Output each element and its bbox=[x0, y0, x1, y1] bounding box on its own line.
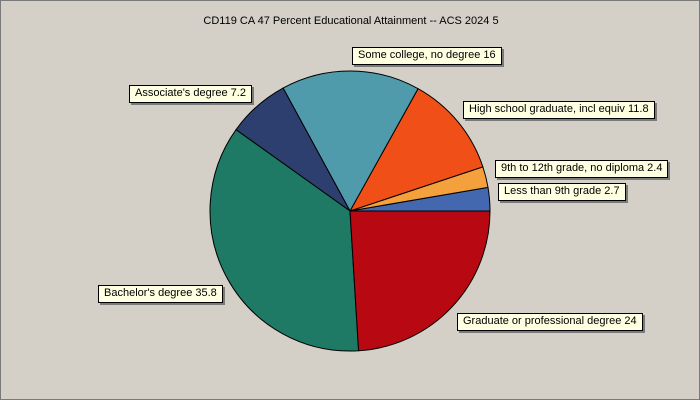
slice-label: Bachelor's degree 35.8 bbox=[98, 285, 223, 303]
slice-label: High school graduate, incl equiv 11.8 bbox=[463, 101, 655, 119]
slice-label: Associate's degree 7.2 bbox=[129, 85, 252, 103]
slice-label: Some college, no degree 16 bbox=[352, 47, 502, 65]
slice-label: Graduate or professional degree 24 bbox=[457, 313, 643, 331]
slice-label: Less than 9th grade 2.7 bbox=[498, 183, 626, 201]
pie-slice bbox=[209, 129, 360, 352]
pie-slice bbox=[348, 87, 484, 212]
pie-slice bbox=[282, 70, 419, 213]
chart-title: CD119 CA 47 Percent Educational Attainme… bbox=[203, 15, 499, 27]
pie-slice bbox=[349, 210, 491, 352]
slice-label: 9th to 12th grade, no diploma 2.4 bbox=[495, 160, 669, 178]
